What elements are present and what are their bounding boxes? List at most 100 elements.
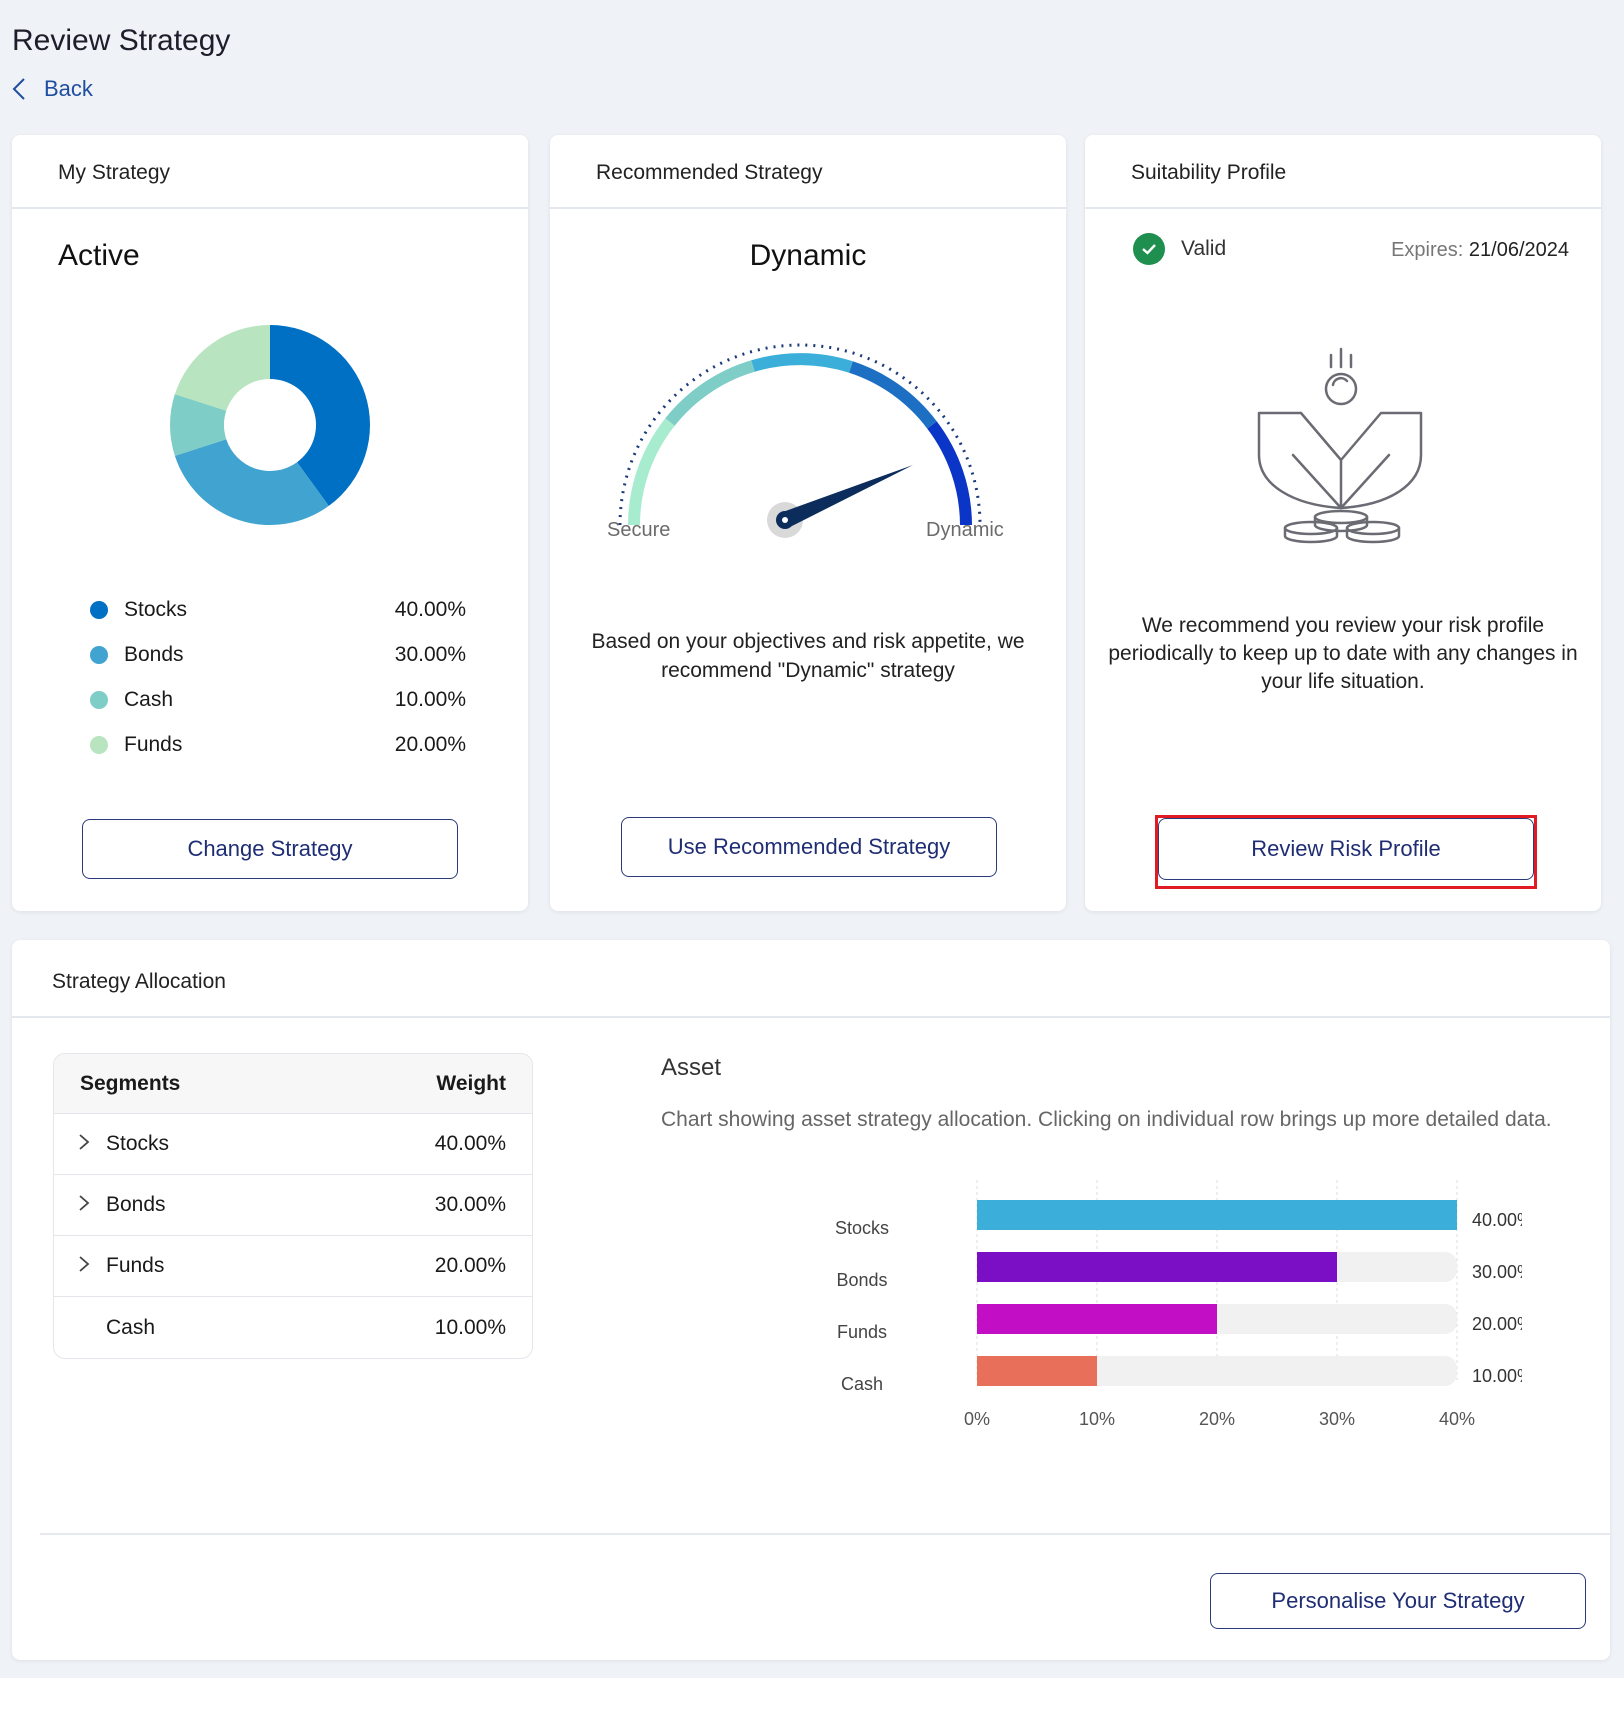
legend-item-bonds: Bonds 30.00% — [90, 632, 466, 677]
gauge-min-label: Secure — [607, 519, 671, 541]
bar-cash[interactable] — [977, 1356, 1097, 1386]
legend-label: Cash — [124, 687, 174, 711]
divider — [40, 1533, 1610, 1535]
legend-item-cash: Cash 10.00% — [90, 677, 466, 722]
risk-gauge — [618, 343, 982, 538]
gauge-segment-3 — [751, 353, 853, 373]
legend-label: Funds — [124, 732, 183, 756]
recommended-strategy-card: Recommended Strategy Dynamic Secure Dyna… — [550, 135, 1066, 911]
segment-weight: 20.00% — [434, 1254, 506, 1277]
personalise-strategy-button[interactable]: Personalise Your Strategy — [1210, 1573, 1586, 1629]
x-tick-label: 20% — [1199, 1409, 1235, 1429]
bar-value-label: 30.00% — [1472, 1262, 1522, 1282]
gauge-segment-5 — [927, 421, 972, 526]
my-strategy-header: My Strategy — [12, 135, 528, 209]
back-label: Back — [44, 76, 93, 101]
review-risk-profile-button[interactable]: Review Risk Profile — [1158, 818, 1534, 880]
back-link[interactable]: Back — [12, 76, 93, 102]
strategy-allocation-card: Strategy Allocation Segments Weight Stoc… — [12, 940, 1610, 1660]
recommended-strategy-header: Recommended Strategy — [550, 135, 1066, 209]
bar-value-label: 40.00% — [1472, 1210, 1522, 1230]
legend-dot — [90, 600, 108, 619]
expiry-date: Expires: 21/06/2024 — [1391, 239, 1569, 262]
bar-value-label: 10.00% — [1472, 1366, 1522, 1386]
gauge-max-label: Dynamic — [926, 519, 1004, 541]
table-row[interactable]: Bonds 30.00% — [54, 1175, 532, 1236]
suitability-profile-card: Suitability Profile Valid Expires: 21/06… — [1085, 135, 1601, 911]
check-circle-icon — [1133, 233, 1165, 265]
legend-value: 40.00% — [394, 597, 466, 621]
bar-funds[interactable] — [977, 1304, 1217, 1334]
segment-name: Bonds — [106, 1193, 166, 1216]
change-strategy-button[interactable]: Change Strategy — [82, 819, 458, 879]
legend-value: 30.00% — [394, 642, 466, 666]
x-tick-label: 30% — [1319, 1409, 1355, 1429]
chevron-right-icon — [78, 1255, 104, 1278]
segment-weight: 10.00% — [434, 1315, 506, 1339]
segment-weight: 30.00% — [434, 1193, 506, 1216]
segment-weight: 40.00% — [434, 1132, 506, 1155]
table-row[interactable]: Funds 20.00% — [54, 1236, 532, 1297]
legend-dot — [90, 690, 108, 709]
suitability-profile-header: Suitability Profile — [1085, 135, 1601, 209]
y-category-label: Cash — [841, 1374, 883, 1394]
gauge-segment-4 — [849, 361, 937, 429]
table-header: Segments Weight — [54, 1054, 532, 1114]
segments-column-header: Segments — [80, 1071, 181, 1095]
expires-label: Expires: — [1391, 239, 1464, 261]
strategy-allocation-header: Strategy Allocation — [12, 940, 1610, 1018]
legend-item-funds: Funds 20.00% — [90, 722, 466, 767]
legend-value: 10.00% — [394, 687, 466, 711]
donut-slice-funds — [174, 325, 270, 411]
donut-legend: Stocks 40.00% Bonds 30.00% Cash 10.00% Funds 20… — [90, 587, 466, 767]
my-strategy-card: My Strategy Active Stocks 40.00% Bonds 30.0… — [12, 135, 528, 911]
legend-label: Bonds — [124, 642, 184, 666]
table-row[interactable]: Cash 10.00% — [54, 1297, 532, 1358]
donut-slice-stocks — [270, 325, 370, 506]
chevron-right-icon — [78, 1194, 104, 1217]
expires-value: 21/06/2024 — [1468, 239, 1569, 261]
legend-value: 20.00% — [394, 732, 466, 756]
y-category-label: Funds — [837, 1322, 887, 1342]
legend-dot — [90, 735, 108, 754]
gauge-segment-2 — [665, 360, 755, 426]
legend-label: Stocks — [124, 597, 188, 621]
y-category-label: Stocks — [835, 1218, 889, 1238]
asset-bar-chart: 0% 10% 20% 30% 40% Stocks 40.00% Bonds 30.00% Fun… — [835, 1180, 1522, 1429]
gauge-segment-1 — [628, 418, 675, 526]
segments-table: Segments Weight Stocks 40.00% Bonds 30.0… — [53, 1053, 533, 1359]
growing-plant-icon — [1257, 347, 1423, 544]
bar-bonds[interactable] — [977, 1252, 1337, 1282]
suitability-description: We recommend you review your risk profil… — [1108, 614, 1578, 693]
bar-value-label: 20.00% — [1472, 1314, 1522, 1334]
use-recommended-strategy-button[interactable]: Use Recommended Strategy — [621, 817, 997, 877]
donut-slice-cash — [170, 394, 227, 456]
x-tick-label: 0% — [964, 1409, 990, 1429]
legend-dot — [90, 645, 108, 664]
asset-chart-title: Asset — [661, 1054, 722, 1081]
page-title: Review Strategy — [12, 24, 231, 57]
segment-name: Stocks — [106, 1132, 170, 1155]
highlight-annotation — [1155, 815, 1537, 889]
donut-slice-bonds — [174, 439, 329, 525]
chevron-left-icon — [12, 78, 25, 100]
bar-stocks[interactable] — [977, 1200, 1457, 1230]
recommendation-description: Based on your objectives and risk appeti… — [591, 630, 1025, 682]
gauge-needle — [780, 465, 913, 527]
segment-name: Funds — [106, 1254, 165, 1277]
chevron-right-icon — [78, 1133, 104, 1156]
segment-name: Cash — [106, 1315, 156, 1339]
gauge-dotted-arc — [618, 343, 982, 526]
y-category-label: Bonds — [836, 1270, 887, 1290]
legend-item-stocks: Stocks 40.00% — [90, 587, 466, 632]
validity-label: Valid — [1181, 237, 1227, 260]
recommended-strategy-title: Dynamic — [749, 239, 867, 272]
x-tick-label: 10% — [1079, 1409, 1115, 1429]
asset-chart-description: Chart showing asset strategy allocation.… — [661, 1108, 1552, 1131]
allocation-donut-chart — [170, 325, 370, 525]
strategy-status: Active — [58, 239, 140, 272]
table-row[interactable]: Stocks 40.00% — [54, 1114, 532, 1175]
x-tick-label: 40% — [1439, 1409, 1475, 1429]
validity-status: Valid — [1133, 233, 1226, 265]
weight-column-header: Weight — [436, 1071, 506, 1095]
